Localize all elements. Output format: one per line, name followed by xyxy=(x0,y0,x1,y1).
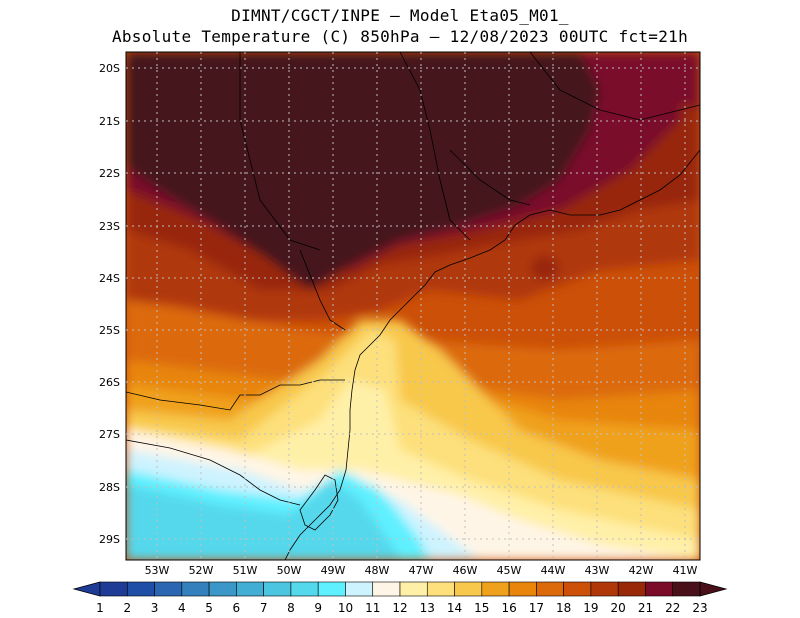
lon-label: 49W xyxy=(321,564,346,577)
colorbar-label: 6 xyxy=(233,601,241,615)
colorbar-label: 20 xyxy=(611,601,626,615)
colorbar-swatch xyxy=(508,581,537,597)
colorbar-swatch xyxy=(454,581,483,597)
lon-label: 52W xyxy=(189,564,214,577)
colorbar-swatch xyxy=(590,581,619,597)
lagoon xyxy=(299,474,339,531)
map-subtitle: Absolute Temperature (C) 850hPa — 12/08/… xyxy=(111,27,689,46)
colorbar-swatch xyxy=(536,581,564,597)
lat-label: 20S xyxy=(99,62,120,75)
colorbar-label: 23 xyxy=(692,601,707,615)
lon-labels: 53W 52W 51W 50W 49W 48W 47W 46W 45W 44W … xyxy=(145,564,698,577)
colorbar-swatch xyxy=(426,581,455,597)
lat-label: 21S xyxy=(99,115,120,128)
lon-label: 44W xyxy=(541,564,566,577)
lat-label: 25S xyxy=(99,324,120,337)
colorbar-arrow-low xyxy=(72,581,101,597)
gridlines xyxy=(126,52,700,560)
lat-label: 28S xyxy=(99,481,120,494)
coastline-borders xyxy=(126,52,700,560)
state-border-4 xyxy=(299,249,346,331)
lon-label: 51W xyxy=(233,564,258,577)
state-border-3 xyxy=(239,52,321,251)
lat-label: 22S xyxy=(99,167,120,180)
colorbar-swatch xyxy=(345,581,374,597)
colorbar-label: 5 xyxy=(205,601,213,615)
coastline xyxy=(284,149,700,560)
colorbar-swatch xyxy=(99,581,128,597)
lon-label: 45W xyxy=(497,564,522,577)
lon-label: 42W xyxy=(629,564,654,577)
colorbar-label: 17 xyxy=(529,601,544,615)
colorbar-swatch xyxy=(481,581,510,597)
state-border-6 xyxy=(529,52,700,121)
lat-label: 27S xyxy=(99,428,120,441)
state-border-7 xyxy=(449,149,531,206)
colorbar-label: 14 xyxy=(447,601,462,615)
colorbar-swatch xyxy=(672,581,701,597)
colorbar-label: 11 xyxy=(365,601,380,615)
colorbar-swatch xyxy=(181,581,210,597)
colorbar-swatch xyxy=(236,581,264,597)
colorbar-swatch xyxy=(617,581,646,597)
lon-label: 48W xyxy=(365,564,390,577)
lon-label: 47W xyxy=(409,564,434,577)
colorbar-label: 18 xyxy=(556,601,571,615)
colorbar-label: 13 xyxy=(420,601,435,615)
colorbar-label: 16 xyxy=(501,601,516,615)
colorbar-label: 15 xyxy=(474,601,489,615)
colorbar-label: 4 xyxy=(178,601,186,615)
lon-label: 53W xyxy=(145,564,170,577)
region-cool-8 xyxy=(126,480,400,560)
colorbar-label: 21 xyxy=(638,601,653,615)
colorbar-label: 22 xyxy=(665,601,680,615)
colorbar-label: 12 xyxy=(392,601,407,615)
colorbar-swatch xyxy=(154,581,183,597)
plot-frame xyxy=(125,51,701,561)
colorbar-label: 19 xyxy=(583,601,598,615)
lat-label: 26S xyxy=(99,376,120,389)
state-border-1 xyxy=(126,379,345,411)
colorbar-swatch xyxy=(563,581,592,597)
colorbar: 1 2 3 4 5 6 7 8 9 10 11 12 13 14 15 16 17 18 19 20 21 22 23 xyxy=(72,581,728,615)
lat-label: 29S xyxy=(99,533,120,546)
colorbar-swatch xyxy=(372,581,401,597)
colorbar-swatch xyxy=(399,581,428,597)
colorbar-swatch xyxy=(290,581,319,597)
lon-label: 43W xyxy=(585,564,610,577)
lon-label: 50W xyxy=(277,564,302,577)
state-border-5 xyxy=(399,52,471,241)
colorbar-label: 1 xyxy=(96,601,104,615)
lon-label: 46W xyxy=(453,564,478,577)
colorbar-label: 8 xyxy=(287,601,295,615)
state-border-2 xyxy=(126,439,301,506)
colorbar-swatch xyxy=(126,581,155,597)
colorbar-label: 3 xyxy=(151,601,159,615)
colorbar-swatch xyxy=(317,581,346,597)
region-hot-core xyxy=(126,52,600,290)
colorbar-label: 10 xyxy=(338,601,353,615)
lon-label: 41W xyxy=(673,564,698,577)
temperature-field xyxy=(126,52,700,560)
colorbar-label: 7 xyxy=(260,601,268,615)
lat-labels: 20S 21S 22S 23S 24S 25S 26S 27S 28S 29S xyxy=(99,62,120,546)
colorbar-swatch xyxy=(645,581,674,597)
colorbar-label: 2 xyxy=(123,601,131,615)
colorbar-arrow-high xyxy=(699,581,728,597)
map-title: DIMNT/CGCT/INPE — Model Eta05_M01_ xyxy=(231,6,569,25)
lat-label: 24S xyxy=(99,272,120,285)
lat-label: 23S xyxy=(99,220,120,233)
colorbar-label: 9 xyxy=(314,601,322,615)
colorbar-swatch xyxy=(208,581,237,597)
colorbar-swatch xyxy=(263,581,292,597)
